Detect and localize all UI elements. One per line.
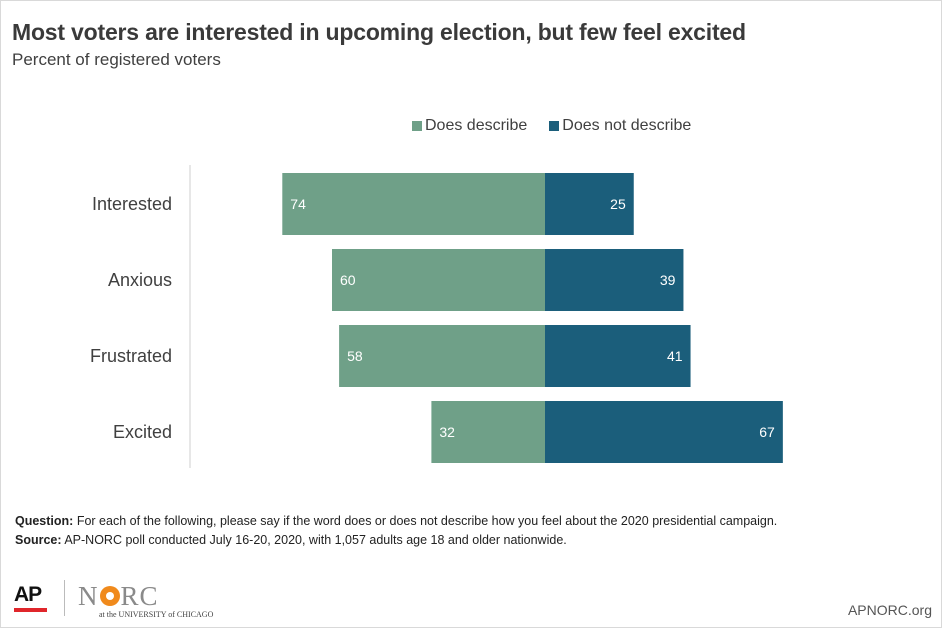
- data-label-does-not-describe-interested: 25: [610, 196, 626, 212]
- category-label-frustrated: Frustrated: [90, 346, 172, 366]
- data-label-does-not-describe-frustrated: 41: [667, 348, 683, 364]
- bar-does-not-describe-excited: [545, 401, 783, 463]
- bar-does-describe-excited: [431, 401, 545, 463]
- data-label-does-describe-excited: 32: [439, 424, 455, 440]
- norc-tagline: at the UNIVERSITY of CHICAGO: [99, 610, 214, 619]
- legend-swatch-does-not-describe: [549, 121, 560, 131]
- bar-chart: Interested 74 25 Anxious 60 39 Frustrated 58 41 E…: [90, 165, 783, 468]
- data-label-does-not-describe-excited: 67: [759, 424, 775, 440]
- category-label-excited: Excited: [113, 422, 172, 442]
- ap-logo: AP: [14, 583, 42, 606]
- legend-item-does-not-describe: Does not describe: [549, 117, 691, 135]
- data-label-does-describe-interested: 74: [290, 196, 306, 212]
- norc-logo-o: [99, 586, 120, 606]
- legend-label-does-describe: Does describe: [425, 117, 528, 134]
- bar-does-not-describe-interested: [545, 173, 634, 235]
- bar-does-describe-interested: [282, 173, 545, 235]
- data-label-does-describe-frustrated: 58: [347, 348, 363, 364]
- legend-item-does-describe: Does describe: [412, 117, 527, 135]
- bar-does-not-describe-frustrated: [545, 325, 691, 387]
- legend-label-does-not-describe: Does not describe: [562, 117, 692, 134]
- data-label-does-not-describe-anxious: 39: [660, 272, 676, 288]
- legend: Does describe Does not describe: [412, 117, 713, 135]
- norc-logo: N RC: [78, 581, 159, 611]
- bar-does-not-describe-anxious: [545, 249, 684, 311]
- chart-title: Most voters are interested in upcoming e…: [12, 19, 746, 45]
- question-note: Question: For each of the following, ple…: [15, 514, 778, 528]
- source-note: Source: AP-NORC poll conducted July 16-2…: [15, 533, 567, 547]
- chart-subtitle: Percent of registered voters: [12, 50, 221, 69]
- legend-swatch-does-describe: [412, 121, 422, 131]
- category-label-anxious: Anxious: [108, 270, 172, 290]
- category-label-interested: Interested: [92, 194, 172, 214]
- data-label-does-describe-anxious: 60: [340, 272, 356, 288]
- logo-divider: [64, 580, 65, 616]
- chart-notes: Question: For each of the following, ple…: [15, 512, 777, 550]
- bar-does-describe-frustrated: [339, 325, 545, 387]
- bar-does-describe-anxious: [332, 249, 545, 311]
- ap-logo-bar: [14, 608, 47, 612]
- site-link[interactable]: APNORC.org: [847, 602, 932, 618]
